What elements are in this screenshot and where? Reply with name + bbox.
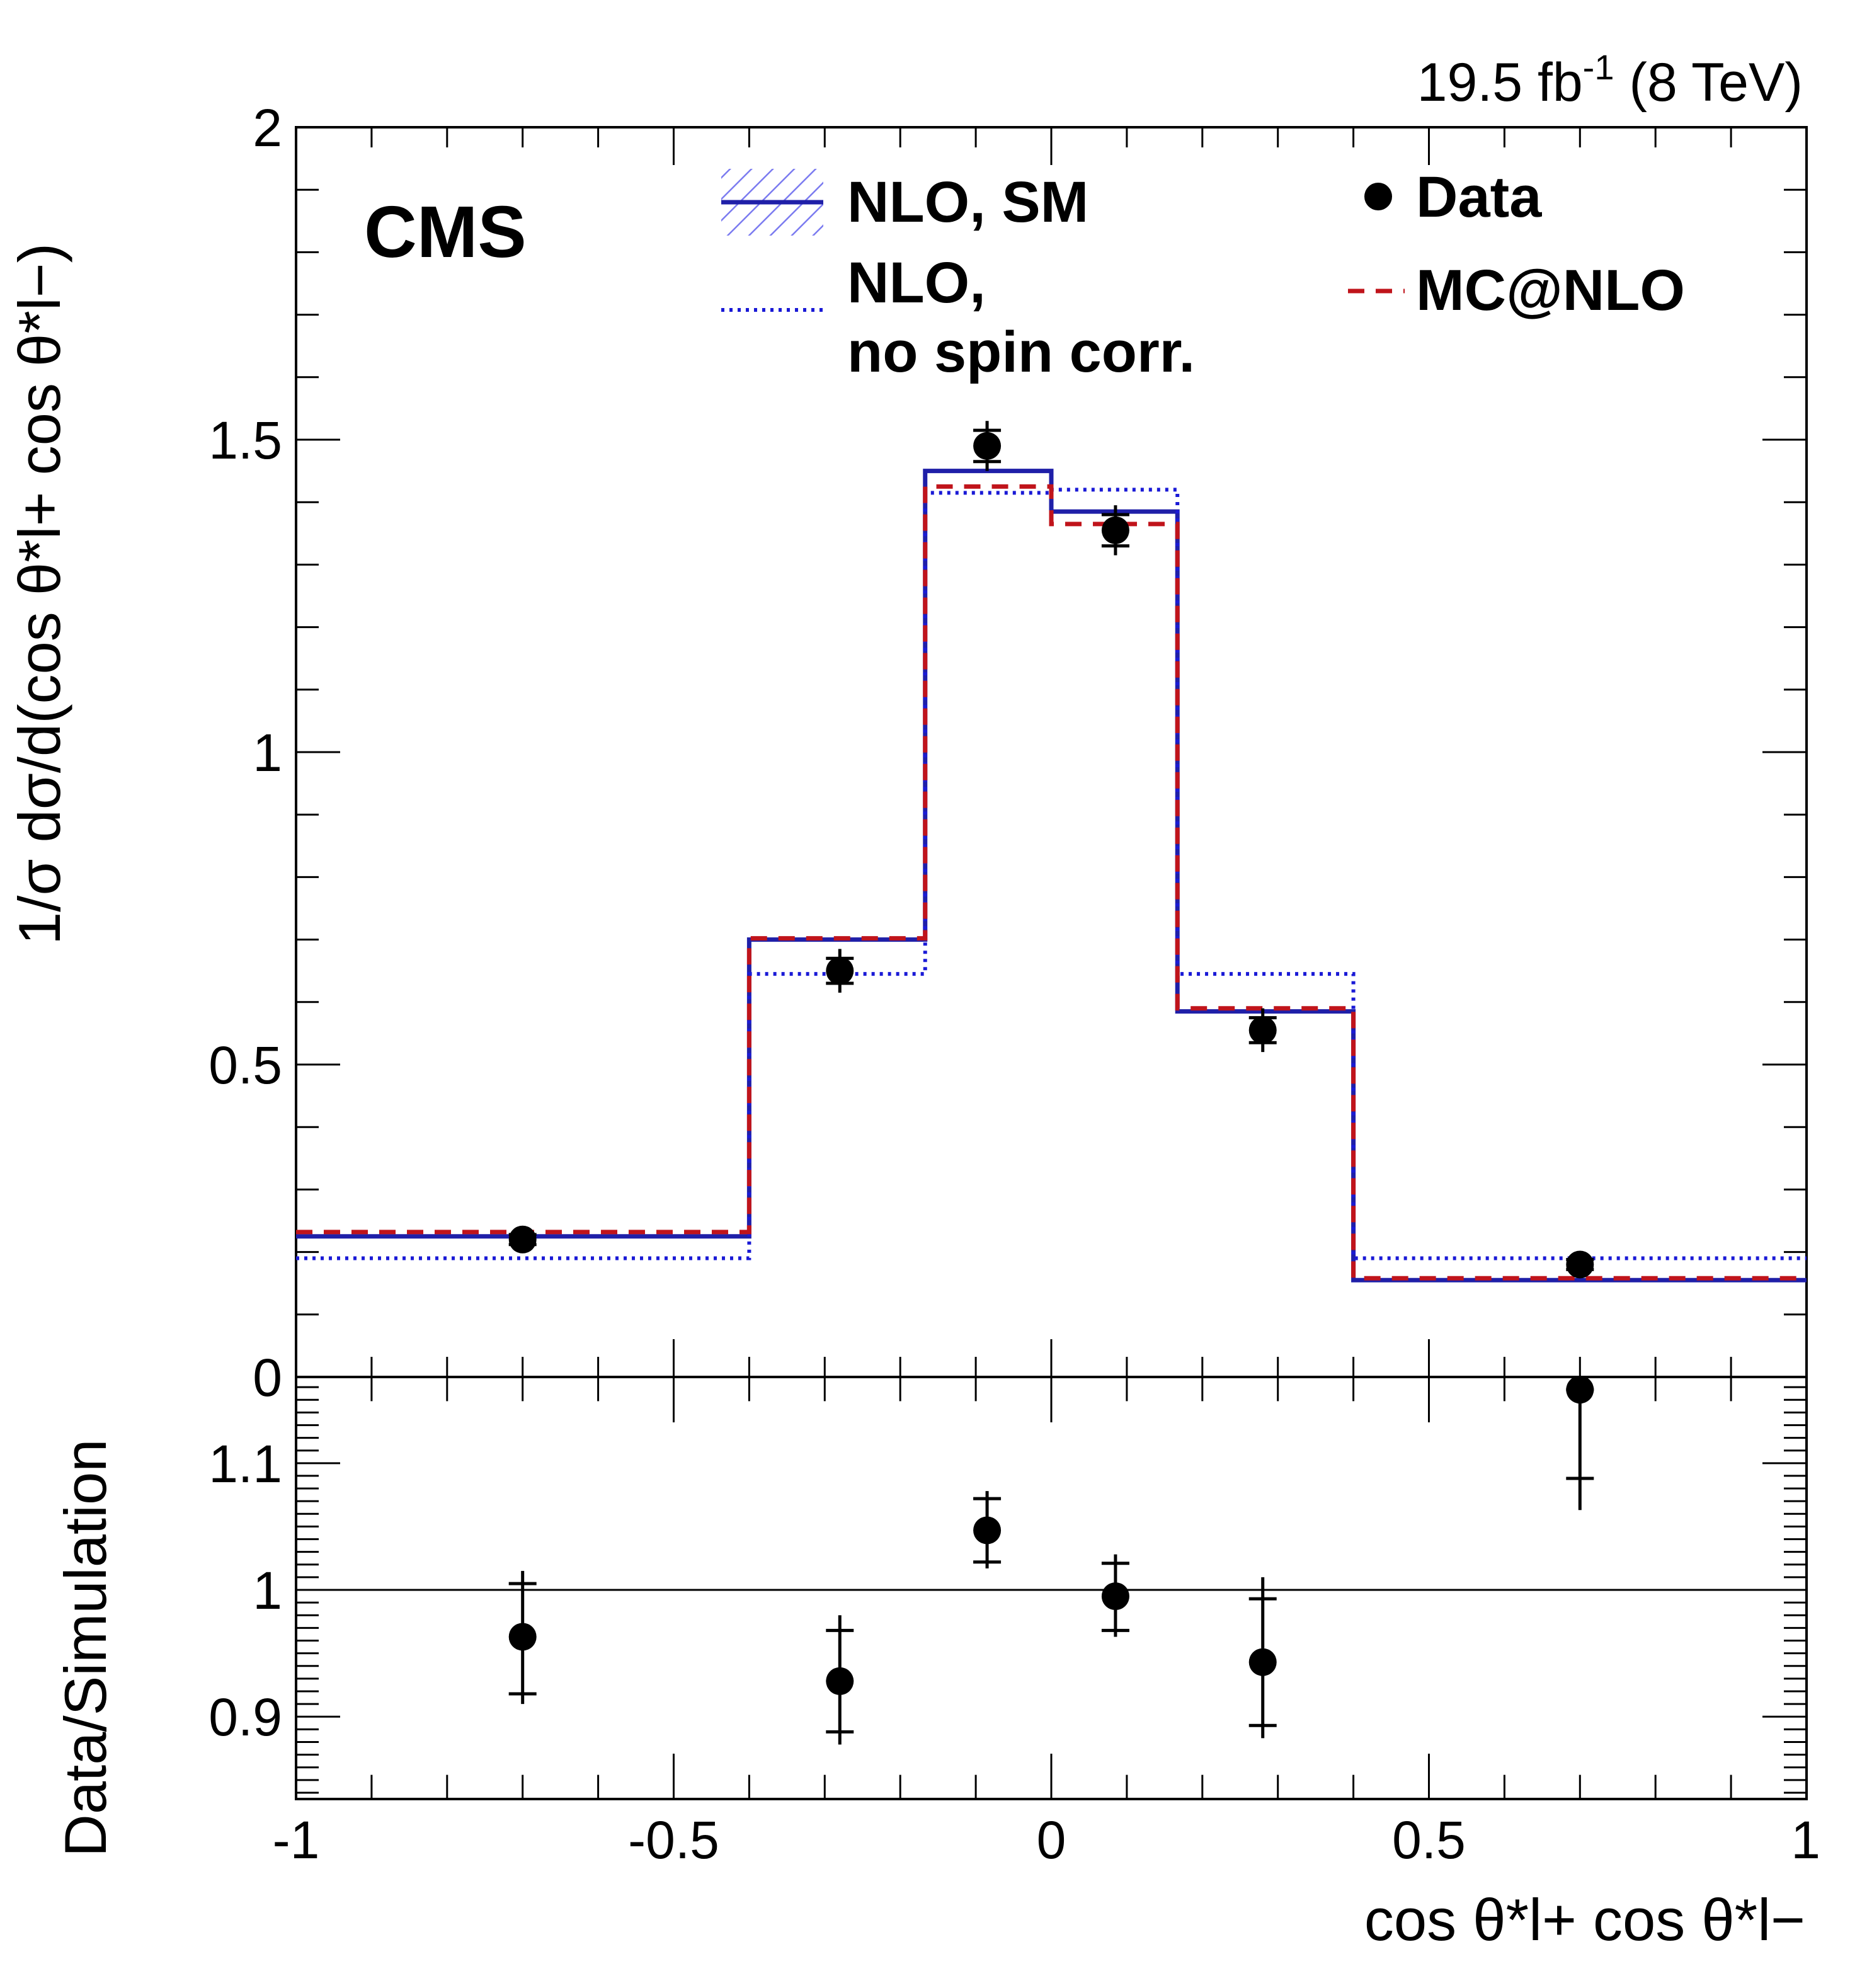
lumi-value: 19.5 fb bbox=[1417, 52, 1583, 113]
cms-label: CMS bbox=[364, 191, 527, 273]
ratio-point bbox=[1101, 1582, 1129, 1611]
legend-label-nlo-no-spin: NLO, bbox=[847, 251, 986, 315]
legend-label-nlo-no-spin-line2: no spin corr. bbox=[847, 320, 1195, 384]
x-tick-label: 0 bbox=[1037, 1810, 1066, 1870]
x-tick-labels: -1 -0.5 0 0.5 1 bbox=[273, 1810, 1820, 1870]
y-tick-label: 1.5 bbox=[208, 411, 282, 470]
y-tick-label: 2 bbox=[253, 98, 282, 157]
data-point bbox=[1101, 516, 1129, 544]
data-point bbox=[1248, 1016, 1277, 1044]
y-tick-label: 0.5 bbox=[208, 1036, 282, 1095]
series-line-nlo-sm bbox=[296, 469, 1807, 1282]
main-y-tick-labels: 0 0.5 1 1.5 2 bbox=[208, 98, 282, 1407]
data-point bbox=[508, 1225, 537, 1254]
y-tick-label: 1 bbox=[253, 1561, 282, 1620]
ratio-point bbox=[508, 1623, 537, 1651]
histogram-series bbox=[296, 469, 1807, 1282]
ratio-y-tick-labels: 0.9 1 1.1 bbox=[208, 1434, 282, 1747]
main-axis-ticks bbox=[295, 126, 1808, 1378]
legend-swatch-data bbox=[1364, 183, 1392, 210]
data-points bbox=[508, 421, 1594, 1279]
series-line-mc-nlo bbox=[296, 484, 1807, 1281]
ratio-point bbox=[826, 1667, 854, 1695]
series-line-nlo-no-spin-corr- bbox=[296, 488, 1807, 1260]
y-tick-label: 1 bbox=[253, 723, 282, 782]
legend-label-mcatnlo: MC@NLO bbox=[1416, 258, 1685, 323]
y-tick-label: 0 bbox=[253, 1348, 282, 1407]
lumi-energy: (8 TeV) bbox=[1614, 52, 1803, 113]
lumi-label: 19.5 fb-1 (8 TeV) bbox=[1417, 47, 1803, 113]
data-point bbox=[1566, 1250, 1594, 1279]
x-tick-label: -0.5 bbox=[628, 1810, 719, 1870]
data-point bbox=[973, 431, 1002, 460]
x-tick-label: 0.5 bbox=[1392, 1810, 1466, 1870]
lumi-exponent: -1 bbox=[1583, 47, 1614, 87]
x-tick-label: 1 bbox=[1791, 1810, 1820, 1870]
y-tick-label: 1.1 bbox=[208, 1434, 282, 1494]
ratio-point bbox=[1248, 1648, 1277, 1676]
ratio-point bbox=[973, 1516, 1002, 1545]
y-tick-label: 0.9 bbox=[208, 1688, 282, 1747]
ratio-y-axis-title: Data/Simulation bbox=[52, 1439, 118, 1857]
x-tick-label: -1 bbox=[273, 1810, 320, 1870]
legend-label-nlo-sm: NLO, SM bbox=[847, 170, 1088, 234]
ratio-points bbox=[508, 1376, 1594, 1745]
x-axis-title: cos θ*l+ cos θ*l− bbox=[1364, 1887, 1805, 1953]
legend-label-data: Data bbox=[1416, 165, 1542, 229]
data-point bbox=[826, 957, 854, 985]
main-y-axis-title: 1/σ dσ/d(cos θ*l+ cos θ*l−) bbox=[6, 243, 72, 945]
ratio-point bbox=[1566, 1376, 1594, 1404]
legend: NLO, SM NLO, no spin corr. Data MC@NLO bbox=[721, 165, 1685, 384]
